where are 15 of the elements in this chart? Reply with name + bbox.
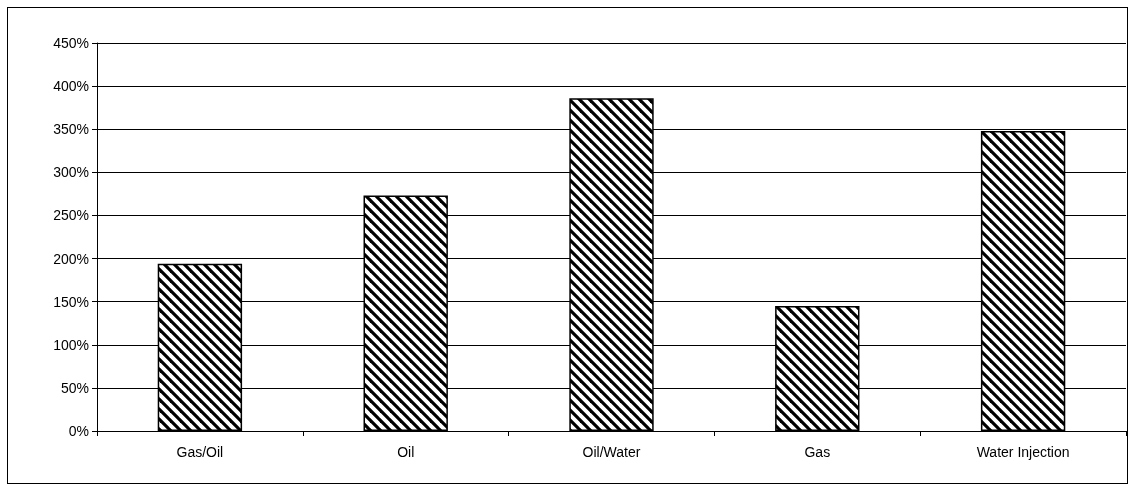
x-tick-label: Water Injection (976, 444, 1070, 460)
y-tick-label: 150% (53, 293, 89, 310)
y-tick-label: 250% (53, 207, 89, 224)
y-tick-label: 400% (53, 78, 89, 95)
y-tick-label: 350% (53, 121, 89, 138)
y-tick-label: 200% (53, 250, 89, 267)
x-tick-label: Oil (397, 444, 415, 460)
x-tick-label: Gas (804, 444, 831, 460)
y-tick-label: 450% (53, 35, 89, 51)
y-tick-label: 50% (60, 379, 89, 396)
y-tick-label: 0% (68, 423, 89, 439)
x-tick-label: Oil/Water (582, 444, 641, 460)
y-tick-label: 100% (53, 336, 89, 353)
x-tick-label: Gas/Oil (176, 444, 224, 460)
y-tick-label: 300% (53, 164, 89, 181)
